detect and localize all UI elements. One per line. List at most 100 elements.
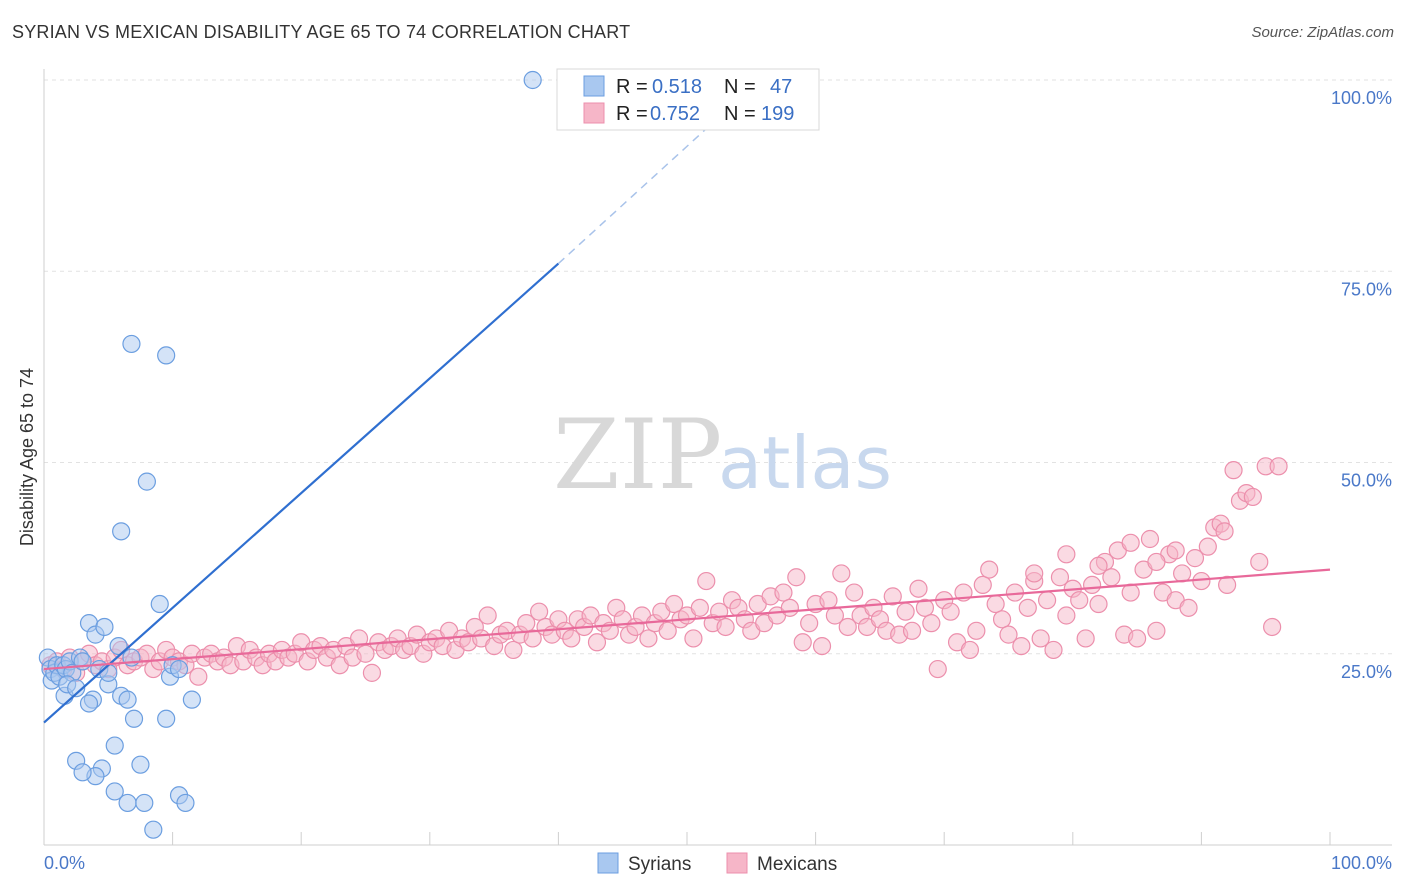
mexicans-point — [800, 614, 819, 633]
watermark-atlas: atlas — [718, 421, 892, 505]
mexicans-point — [684, 629, 703, 648]
top-legend: R = 0.518 N = 47 R = 0.752 N = 199 — [556, 68, 820, 131]
syrians-point — [137, 472, 156, 491]
mexicans-point — [1025, 564, 1044, 583]
syrians-point — [150, 594, 169, 614]
mexicans-point — [1198, 537, 1217, 556]
syrians-point — [73, 763, 92, 782]
y-axis-label: Disability Age 65 to 74 — [17, 368, 37, 546]
syrians-point — [157, 346, 176, 365]
syrians-point — [124, 709, 144, 728]
legend-syrians-r-label: R = — [616, 76, 648, 98]
mexicans-point — [787, 568, 806, 587]
mexicans-point — [362, 663, 382, 682]
mexicans-trend-line — [43, 568, 1331, 671]
mexicans-point — [189, 667, 208, 686]
watermark-zip: ZIP — [553, 399, 722, 511]
syrians-point — [118, 793, 137, 813]
mexicans-point — [1173, 564, 1192, 583]
mexicans-point — [1263, 617, 1282, 637]
syrians-point — [135, 793, 154, 813]
legend-mexicans-r-label: R = — [616, 103, 648, 125]
mexicans-point — [478, 606, 497, 625]
mexicans-point — [1224, 461, 1243, 480]
y-tick-label: 100.0% — [1331, 88, 1392, 108]
mexicans-point — [973, 575, 992, 595]
syrians-point — [176, 793, 195, 813]
mexicans-point — [1215, 522, 1234, 541]
syrians-point — [182, 690, 201, 709]
mexicans-point — [845, 583, 864, 602]
mexicans-point — [1050, 568, 1070, 587]
syrians-point — [95, 617, 114, 637]
syrians-point — [105, 736, 124, 755]
gridlines — [44, 79, 1392, 655]
legend-syrians-n-value: 47 — [770, 76, 792, 98]
mexicans-point — [915, 598, 935, 617]
mexicans-point — [838, 617, 857, 637]
mexicans-point — [1147, 621, 1166, 640]
mexicans-point — [1082, 575, 1102, 595]
mexicans-point — [523, 629, 542, 648]
mexicans-point — [909, 579, 928, 598]
mexicans-point — [819, 591, 838, 610]
syrians-point — [523, 70, 542, 90]
mexicans-point — [1185, 549, 1205, 568]
mexicans-point — [832, 564, 851, 583]
mexicans-point — [587, 633, 607, 652]
syrians-point — [105, 782, 124, 801]
mexicans-point — [999, 625, 1018, 644]
mexicans-point — [1121, 533, 1140, 552]
y-tick-label: 75.0% — [1341, 279, 1392, 299]
mexicans-point — [986, 594, 1005, 614]
mexicans-point — [780, 598, 799, 617]
mexicans-point — [1269, 457, 1288, 476]
syrians-point — [99, 663, 118, 682]
legend-mexicans-n-value: 199 — [761, 103, 794, 125]
mexicans-point — [1089, 556, 1108, 575]
mexicans-point — [1140, 529, 1160, 549]
syrians-point — [118, 690, 137, 709]
x-tick-label-min: 0.0% — [44, 853, 85, 873]
syrians-point — [131, 755, 150, 774]
mexicans-point — [1121, 583, 1140, 602]
bottom-legend-syrians-label: Syrians — [628, 854, 691, 875]
mexicans-point — [1037, 591, 1057, 610]
bottom-legend: Syrians Mexicans — [597, 852, 837, 875]
mexicans-point — [922, 614, 941, 633]
mexicans-point — [1012, 636, 1031, 656]
mexicans-point — [1076, 629, 1095, 648]
bottom-legend-syrians-swatch — [597, 852, 619, 874]
mexicans-point — [530, 602, 549, 621]
legend-syrians-n-label: N = — [724, 76, 756, 98]
legend-mexicans-swatch — [583, 102, 605, 124]
y-tick-labels: 25.0% 50.0% 75.0% 100.0% — [1331, 88, 1392, 682]
mexicans-point — [658, 621, 677, 640]
mexicans-point — [1070, 591, 1089, 610]
mexicans-point — [1018, 598, 1037, 617]
mexicans-point — [1127, 629, 1147, 648]
x-axis-ticks — [43, 832, 1331, 845]
mexicans-point — [992, 610, 1012, 629]
syrians-point — [169, 659, 189, 679]
mexicans-point — [1243, 487, 1262, 507]
bottom-legend-mexicans-label: Mexicans — [757, 854, 837, 875]
mexicans-point — [504, 640, 523, 660]
mexicans-point — [1089, 594, 1108, 614]
mexicans-point — [896, 602, 915, 621]
mexicans-point — [928, 659, 947, 679]
mexicans-point — [980, 560, 999, 579]
mexicans-point — [1250, 552, 1269, 572]
mexicans-point — [1057, 545, 1076, 564]
mexicans-point — [967, 621, 986, 640]
legend-syrians-r-value: 0.518 — [652, 76, 702, 98]
mexicans-point — [1044, 640, 1063, 660]
mexicans-point — [1057, 606, 1076, 625]
mexicans-point — [1218, 575, 1237, 595]
mexicans-point — [883, 587, 902, 606]
mexicans-point — [1031, 629, 1050, 648]
y-tick-label: 50.0% — [1341, 471, 1392, 491]
syrians-points — [38, 70, 542, 839]
y-tick-label: 25.0% — [1341, 662, 1392, 682]
mexicans-point — [1179, 598, 1198, 617]
